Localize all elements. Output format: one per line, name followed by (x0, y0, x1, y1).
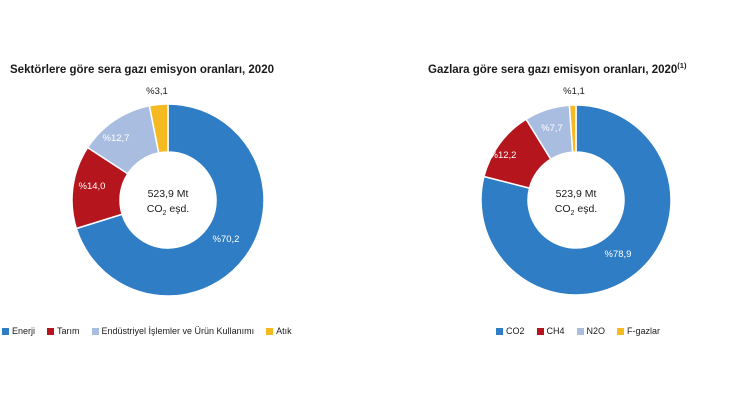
legend-item: F-gazlar (617, 326, 660, 336)
legend-item: Endüstriyel İşlemler ve Ürün Kullanımı (91, 326, 255, 336)
legend-swatch (2, 327, 9, 335)
legend-swatch (47, 327, 55, 335)
slice-value-label: %12,2 (490, 150, 517, 161)
slice-value-label: %14,0 (79, 181, 106, 192)
donut-chart-sectors: %70,2 %14,0 %12,7 %3,1 523,9 Mt CO2 eşd. (71, 86, 265, 297)
legend-label: Endüstriyel İşlemler ve Ürün Kullanımı (101, 326, 255, 336)
legend-item: CO2 (496, 326, 525, 336)
legend-label: Tarım (57, 326, 80, 336)
center-total-label: 523,9 Mt (556, 188, 597, 200)
chart-legend: Enerji Tarım Endüstriyel İşlemler ve Ürün … (2, 326, 292, 336)
legend-swatch (266, 327, 274, 335)
legend-label: CO2 (506, 326, 525, 336)
chart-panel-sectors: Sektörlere göre sera gazı emisyon oranla… (2, 63, 292, 336)
legend-swatch (536, 327, 544, 335)
chart-title: Sektörlere göre sera gazı emisyon oranla… (10, 63, 274, 76)
legend-swatch (576, 327, 584, 335)
legend-item: Tarım (47, 326, 80, 336)
legend-swatch (91, 327, 99, 335)
slice-value-label: %3,1 (146, 86, 168, 97)
legend-label: F-gazlar (627, 326, 661, 336)
legend-item: Atık (266, 326, 292, 336)
center-unit-label: CO2 eşd. (555, 203, 597, 217)
slice-value-label: %7,7 (541, 123, 563, 134)
center-unit-label: CO2 eşd. (147, 203, 189, 217)
legend-label: Atık (276, 326, 292, 336)
slice-value-label: %78,9 (605, 249, 632, 260)
legend-label: Enerji (12, 326, 36, 336)
slice-value-label: %70,2 (213, 234, 240, 245)
legend-item: CH4 (536, 326, 565, 336)
legend-item: N2O (576, 326, 606, 336)
chart-legend: CO2 CH4 N2O F-gazlar (496, 326, 660, 336)
legend-label: CH4 (546, 326, 565, 336)
donut-slice-4 (148, 103, 169, 154)
donut-slice-4 (568, 104, 577, 153)
donut-chart-gases: %78,9 %12,2 %7,7 %1,1 523,9 Mt CO2 eşd. (480, 86, 672, 296)
donut-slice-1 (75, 103, 265, 297)
legend-item: Enerji (2, 326, 35, 336)
chart-panel-gases: Gazlara göre sera gazı emisyon oranları,… (370, 0, 740, 400)
slice-value-label: %12,7 (103, 133, 130, 144)
donut-slice-1 (480, 104, 672, 296)
legend-label: N2O (586, 326, 606, 336)
slice-value-label: %1,1 (563, 86, 585, 97)
center-total-label: 523,9 Mt (148, 188, 189, 200)
chart-title: Gazlara göre sera gazı emisyon oranları,… (428, 61, 687, 76)
legend-swatch (617, 327, 625, 335)
legend-swatch (496, 327, 503, 335)
